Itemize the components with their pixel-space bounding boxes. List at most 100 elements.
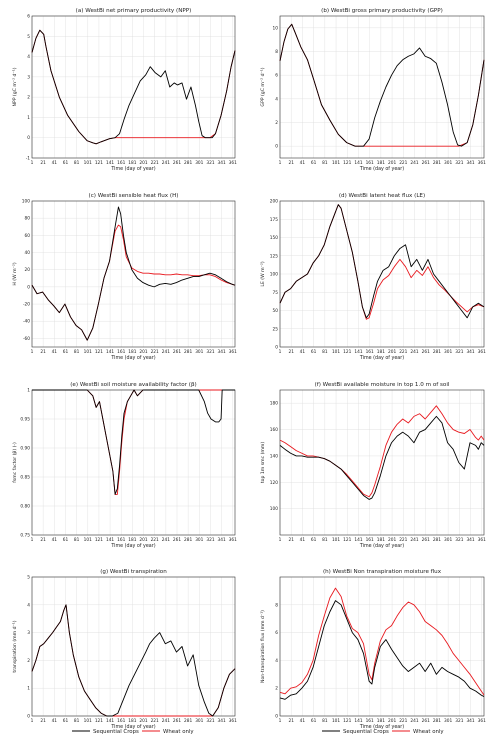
x-tick-label: 21 bbox=[40, 160, 46, 166]
x-tick-label: 301 bbox=[444, 160, 452, 166]
series-line-sequential-crops bbox=[32, 389, 235, 495]
y-tick-label: 150 bbox=[270, 235, 278, 241]
y-tick-label: 4 bbox=[275, 96, 278, 102]
x-tick-label: 201 bbox=[139, 349, 147, 355]
y-tick-label: 180 bbox=[270, 401, 278, 407]
y-axis-label: transpiration (mm d⁻¹) bbox=[12, 620, 18, 672]
x-tick-label: 121 bbox=[343, 160, 351, 166]
x-tick-label: 221 bbox=[399, 349, 407, 355]
y-tick-label: 100 bbox=[270, 272, 278, 278]
y-axis-label: top 1m smc (mm) bbox=[260, 442, 266, 483]
x-tick-label: 41 bbox=[300, 718, 306, 724]
plot-frame bbox=[279, 576, 485, 717]
panel-title: (g) WestBi transpiration bbox=[100, 569, 167, 575]
y-tick-label: 1 bbox=[27, 388, 30, 394]
x-axis-label: Time (day of year) bbox=[110, 166, 155, 172]
x-tick-label: 1 bbox=[31, 537, 34, 543]
x-tick-label: 41 bbox=[52, 160, 58, 166]
x-tick-label: 41 bbox=[52, 718, 58, 724]
x-tick-label: 221 bbox=[399, 718, 407, 724]
legend: Sequential Crops Wheat only Sequential C… bbox=[72, 729, 444, 735]
y-tick-label: 120 bbox=[270, 480, 278, 486]
x-tick-label: 361 bbox=[229, 160, 237, 166]
x-axis-label: Time (day of year) bbox=[359, 166, 404, 172]
y-tick-label: 2 bbox=[27, 658, 30, 664]
legend-label-sequential: Sequential Crops bbox=[93, 729, 139, 735]
x-tick-label: 301 bbox=[195, 718, 203, 724]
y-tick-label: 160 bbox=[270, 427, 278, 433]
panel-5: (e) WestBi soil moisture availability fa… bbox=[12, 382, 237, 549]
x-tick-label: 161 bbox=[117, 160, 125, 166]
x-tick-label: 281 bbox=[184, 718, 192, 724]
x-tick-label: 61 bbox=[63, 349, 69, 355]
x-tick-label: 281 bbox=[433, 160, 441, 166]
plot-frame bbox=[31, 389, 236, 536]
x-tick-label: 281 bbox=[184, 537, 192, 543]
x-tick-label: 21 bbox=[288, 160, 294, 166]
x-tick-label: 81 bbox=[74, 537, 80, 543]
x-tick-label: 101 bbox=[332, 718, 340, 724]
x-tick-label: 361 bbox=[229, 537, 237, 543]
y-tick-label: 2 bbox=[275, 686, 278, 692]
x-tick-label: 161 bbox=[117, 537, 125, 543]
series-line-wheat-only bbox=[279, 204, 485, 320]
y-tick-label: 0.75 bbox=[20, 533, 30, 539]
x-tick-label: 241 bbox=[410, 349, 418, 355]
y-tick-label: 1 bbox=[27, 686, 30, 692]
y-tick-label: 0.85 bbox=[20, 475, 30, 481]
y-tick-label: -20 bbox=[23, 302, 30, 308]
legend-label-sequential-2: Sequential Crops bbox=[343, 729, 389, 735]
panel-title: (b) WestBi gross primary productivity (G… bbox=[321, 8, 443, 14]
x-tick-label: 341 bbox=[218, 160, 226, 166]
x-tick-label: 341 bbox=[218, 718, 226, 724]
x-tick-label: 61 bbox=[311, 349, 317, 355]
y-tick-label: 0 bbox=[275, 714, 278, 720]
plot-frame bbox=[31, 576, 236, 717]
series-line-wheat-only bbox=[279, 23, 485, 147]
x-tick-label: 201 bbox=[388, 537, 396, 543]
panel-title: (a) WestBi net primary productivity (NPP… bbox=[76, 8, 192, 14]
x-tick-label: 241 bbox=[162, 537, 170, 543]
y-tick-label: 4 bbox=[27, 54, 30, 60]
x-tick-label: 341 bbox=[466, 718, 474, 724]
x-axis-label: Time (day of year) bbox=[359, 724, 404, 730]
x-tick-label: 181 bbox=[377, 160, 385, 166]
y-tick-label: 0.95 bbox=[20, 417, 30, 423]
y-tick-label: -40 bbox=[23, 319, 30, 325]
panel-6: (f) WestBi available moisture in top 1.0… bbox=[260, 382, 486, 549]
series-line-sequential-crops bbox=[31, 29, 236, 145]
y-tick-label: 200 bbox=[270, 199, 278, 205]
x-tick-label: 161 bbox=[117, 349, 125, 355]
x-tick-label: 121 bbox=[95, 537, 103, 543]
x-tick-label: 61 bbox=[311, 718, 317, 724]
y-tick-label: 2 bbox=[27, 95, 30, 101]
x-tick-label: 121 bbox=[343, 349, 351, 355]
x-tick-label: 61 bbox=[63, 718, 69, 724]
y-tick-label: 6 bbox=[275, 630, 278, 636]
x-tick-label: 281 bbox=[184, 349, 192, 355]
x-tick-label: 261 bbox=[422, 537, 430, 543]
x-tick-label: 1 bbox=[279, 537, 282, 543]
y-tick-label: 6 bbox=[27, 14, 30, 20]
series-line-sequential-crops bbox=[31, 604, 236, 717]
y-tick-label: 4 bbox=[27, 602, 30, 608]
series-line-wheat-only bbox=[31, 29, 236, 145]
x-tick-label: 21 bbox=[288, 537, 294, 543]
x-tick-label: 361 bbox=[229, 349, 237, 355]
series-line-sequential-crops bbox=[31, 206, 236, 341]
x-tick-label: 141 bbox=[106, 718, 114, 724]
x-tick-label: 321 bbox=[455, 349, 463, 355]
x-axis-label: Time (day of year) bbox=[110, 724, 155, 730]
x-tick-label: 321 bbox=[206, 349, 214, 355]
x-tick-label: 181 bbox=[128, 537, 136, 543]
panel-4: (d) WestBi latent heat flux (LE)1 21 41 61 8… bbox=[260, 193, 486, 361]
x-tick-label: 361 bbox=[229, 718, 237, 724]
x-tick-label: 281 bbox=[433, 537, 441, 543]
x-tick-label: 81 bbox=[322, 537, 328, 543]
x-tick-label: 301 bbox=[444, 537, 452, 543]
y-tick-label: 0 bbox=[275, 345, 278, 351]
x-tick-label: 221 bbox=[399, 537, 407, 543]
series-line-wheat-only bbox=[279, 405, 485, 498]
x-tick-label: 121 bbox=[343, 718, 351, 724]
plot-frame bbox=[279, 389, 485, 536]
